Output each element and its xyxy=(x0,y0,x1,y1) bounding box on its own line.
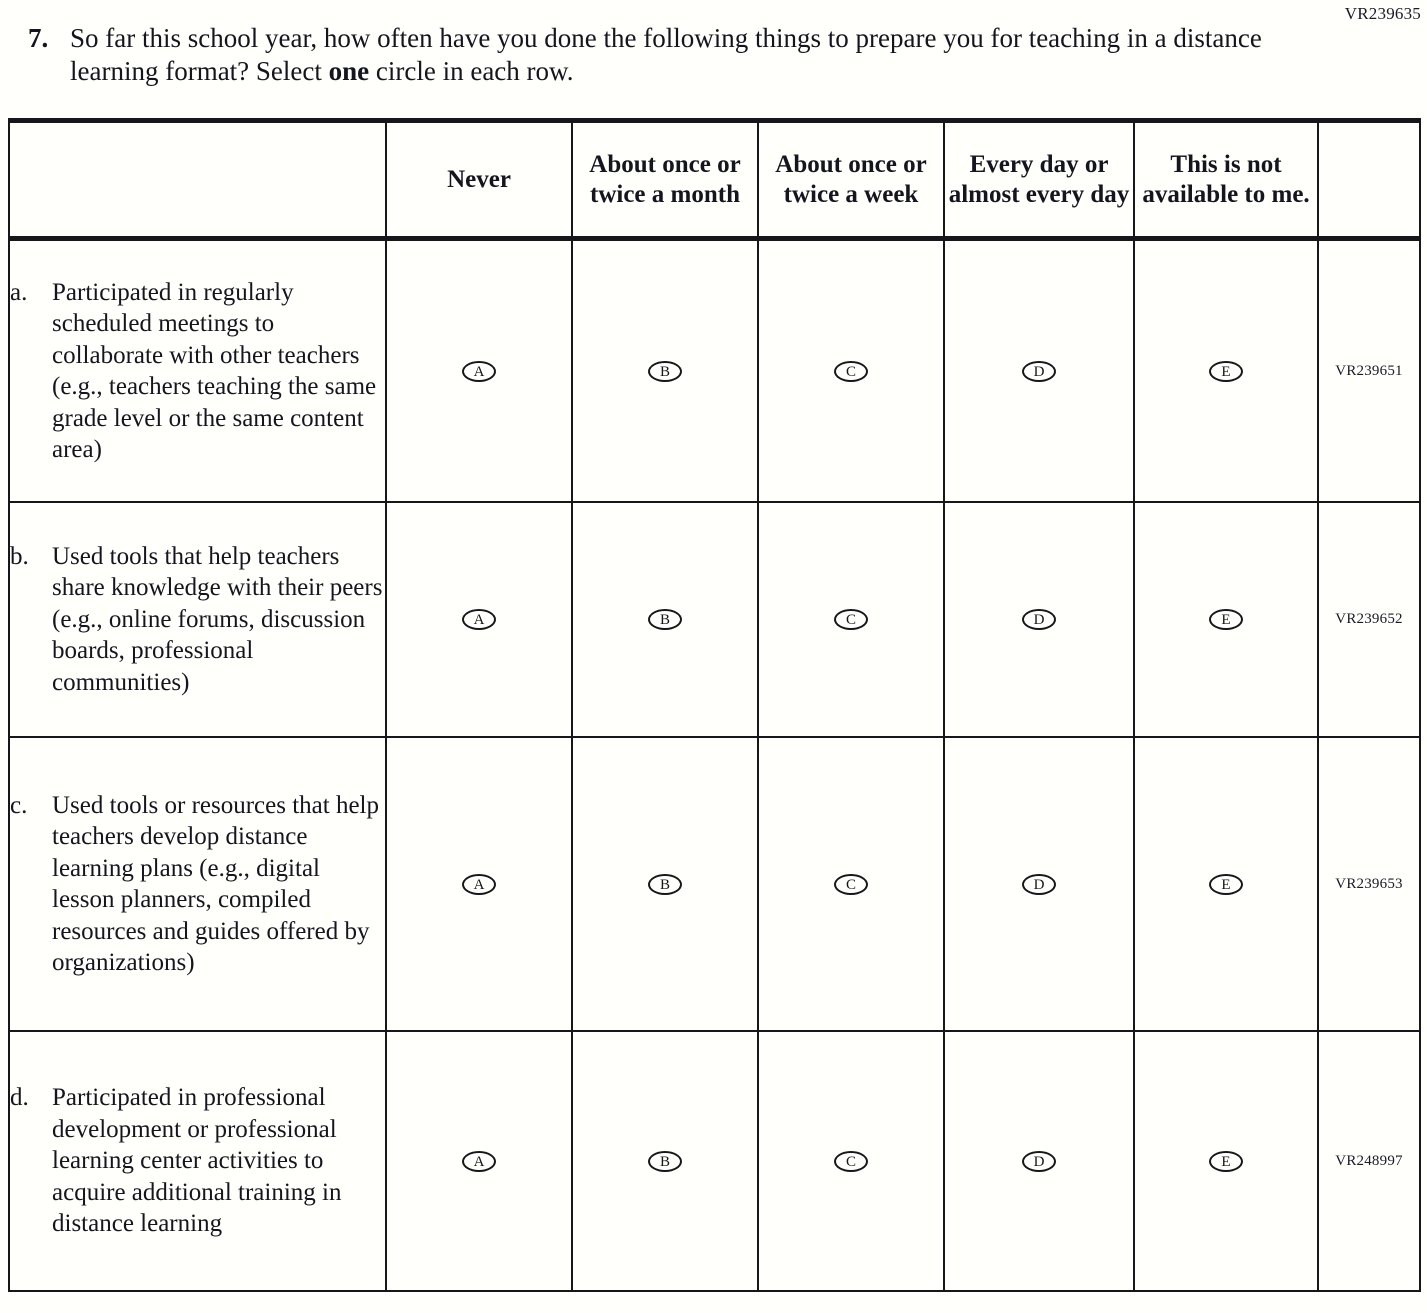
header-code-blank xyxy=(1317,118,1421,241)
question-number: 7. xyxy=(28,23,49,53)
option-cell-a-notavailable[interactable]: E xyxy=(1133,237,1319,503)
row-letter-c: c. xyxy=(10,791,28,819)
question-stem: 7. So far this school year, how often ha… xyxy=(28,22,1278,88)
header-col-not-available: This is not available to me. xyxy=(1133,118,1319,241)
option-cell-a-never[interactable]: A xyxy=(385,237,573,503)
row-text-a: Participated in regularly scheduled meet… xyxy=(52,278,377,464)
option-bubble-c-A[interactable]: A xyxy=(462,873,496,895)
option-bubble-d-C[interactable]: C xyxy=(834,1150,868,1172)
row-code-a: VR239651 xyxy=(1317,237,1421,503)
option-cell-a-week[interactable]: C xyxy=(757,237,945,503)
option-cell-d-never[interactable]: A xyxy=(385,1030,573,1292)
header-col-every-day: Every day or almost every day xyxy=(943,118,1135,241)
option-cell-a-everyday[interactable]: D xyxy=(943,237,1135,503)
option-cell-c-everyday[interactable]: D xyxy=(943,736,1135,1032)
option-bubble-b-B[interactable]: B xyxy=(648,609,682,630)
row-code-b: VR239652 xyxy=(1317,501,1421,738)
option-bubble-d-B[interactable]: B xyxy=(648,1150,682,1172)
row-code-c: VR239653 xyxy=(1317,736,1421,1032)
table-row: a. Participated in regularly scheduled m… xyxy=(8,237,1421,503)
option-bubble-a-C[interactable]: C xyxy=(834,360,868,382)
option-bubble-d-A[interactable]: A xyxy=(462,1150,496,1172)
option-bubble-b-C[interactable]: C xyxy=(834,609,868,630)
row-letter-a: a. xyxy=(10,278,28,306)
option-bubble-d-D[interactable]: D xyxy=(1022,1150,1056,1172)
option-bubble-a-B[interactable]: B xyxy=(648,360,682,382)
option-cell-d-week[interactable]: C xyxy=(757,1030,945,1292)
header-col-never: Never xyxy=(385,118,573,241)
row-stem-d: d. Participated in professional developm… xyxy=(8,1030,387,1292)
option-bubble-a-D[interactable]: D xyxy=(1022,360,1056,382)
page-variable-code: VR239635 xyxy=(1344,4,1421,23)
row-letter-b: b. xyxy=(10,542,29,570)
question-text: So far this school year, how often have … xyxy=(70,22,1278,88)
option-bubble-c-C[interactable]: C xyxy=(834,873,868,895)
response-matrix: Never About once or twice a month About … xyxy=(8,118,1421,1292)
matrix-table: Never About once or twice a month About … xyxy=(8,118,1421,1292)
option-bubble-d-E[interactable]: E xyxy=(1209,1150,1243,1172)
option-cell-d-everyday[interactable]: D xyxy=(943,1030,1135,1292)
question-text-part1: So far this school year, how often have … xyxy=(70,23,1262,86)
option-cell-d-notavailable[interactable]: E xyxy=(1133,1030,1319,1292)
option-bubble-c-D[interactable]: D xyxy=(1022,873,1056,895)
option-bubble-b-A[interactable]: A xyxy=(462,609,496,630)
option-cell-b-month[interactable]: B xyxy=(571,501,759,738)
option-cell-c-month[interactable]: B xyxy=(571,736,759,1032)
table-row: d. Participated in professional developm… xyxy=(8,1030,1421,1292)
option-cell-c-week[interactable]: C xyxy=(757,736,945,1032)
question-text-part2: circle in each row. xyxy=(369,56,574,86)
option-cell-c-notavailable[interactable]: E xyxy=(1133,736,1319,1032)
row-stem-c: c. Used tools or resources that help tea… xyxy=(8,736,387,1032)
option-cell-b-notavailable[interactable]: E xyxy=(1133,501,1319,738)
option-bubble-c-B[interactable]: B xyxy=(648,873,682,895)
table-row: c. Used tools or resources that help tea… xyxy=(8,736,1421,1032)
row-text-d: Participated in professional development… xyxy=(52,1084,342,1238)
option-bubble-c-E[interactable]: E xyxy=(1209,873,1243,895)
option-bubble-a-A[interactable]: A xyxy=(462,360,496,382)
header-stem-blank xyxy=(8,118,387,241)
option-cell-b-week[interactable]: C xyxy=(757,501,945,738)
header-col-once-twice-month: About once or twice a month xyxy=(571,118,759,241)
row-letter-d: d. xyxy=(10,1084,29,1112)
option-bubble-b-D[interactable]: D xyxy=(1022,609,1056,630)
option-cell-a-month[interactable]: B xyxy=(571,237,759,503)
row-text-c: Used tools or resources that help teache… xyxy=(52,791,380,977)
option-cell-d-month[interactable]: B xyxy=(571,1030,759,1292)
row-text-b: Used tools that help teachers share know… xyxy=(52,542,383,696)
question-text-emphasis: one xyxy=(328,56,370,86)
row-stem-b: b. Used tools that help teachers share k… xyxy=(8,501,387,738)
header-col-once-twice-week: About once or twice a week xyxy=(757,118,945,241)
option-bubble-b-E[interactable]: E xyxy=(1209,609,1243,630)
option-bubble-a-E[interactable]: E xyxy=(1209,360,1243,382)
row-code-d: VR248997 xyxy=(1317,1030,1421,1292)
row-stem-a: a. Participated in regularly scheduled m… xyxy=(8,237,387,503)
option-cell-b-everyday[interactable]: D xyxy=(943,501,1135,738)
table-row: b. Used tools that help teachers share k… xyxy=(8,501,1421,738)
option-cell-c-never[interactable]: A xyxy=(385,736,573,1032)
option-cell-b-never[interactable]: A xyxy=(385,501,573,738)
matrix-header-row: Never About once or twice a month About … xyxy=(8,118,1421,241)
